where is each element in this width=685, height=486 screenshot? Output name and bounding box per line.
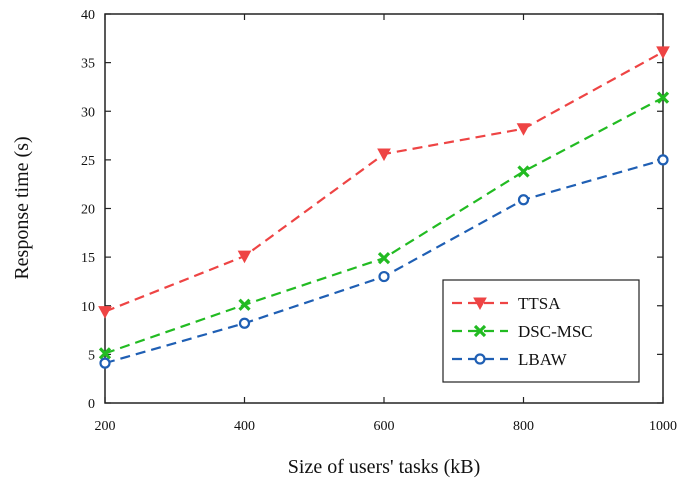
data-point-dsc-msc bbox=[377, 251, 391, 265]
y-tick-label: 35 bbox=[81, 57, 95, 72]
data-point-dsc-msc bbox=[98, 347, 112, 360]
y-axis-title: Response time (s) bbox=[11, 136, 33, 279]
series-ttsa bbox=[98, 46, 670, 319]
legend-item-lbaw: LBAW bbox=[452, 350, 568, 369]
data-point-lbaw bbox=[517, 194, 530, 206]
x-tick-label: 800 bbox=[513, 419, 534, 434]
data-point-dsc-msc bbox=[238, 298, 251, 311]
legend-marker-dsc-msc bbox=[473, 324, 487, 338]
x-tick-label: 200 bbox=[95, 419, 116, 434]
y-tick-label: 15 bbox=[81, 251, 95, 266]
y-tick-label: 25 bbox=[81, 154, 95, 169]
y-tick-label: 20 bbox=[81, 203, 95, 218]
x-tick-label: 400 bbox=[234, 419, 255, 434]
legend-label-lbaw: LBAW bbox=[518, 350, 568, 369]
data-point-dsc-msc bbox=[517, 165, 530, 178]
data-point-ttsa bbox=[377, 148, 391, 162]
y-axis: 0 5 10 15 20 25 30 35 40 bbox=[81, 8, 663, 412]
data-point-lbaw bbox=[238, 317, 251, 329]
series-lbaw bbox=[99, 154, 669, 369]
series-dsc-msc bbox=[98, 91, 670, 360]
legend-item-dsc-msc: DSC-MSC bbox=[452, 322, 593, 341]
data-point-lbaw bbox=[657, 154, 669, 166]
x-axis: 200 400 600 800 1000 bbox=[95, 14, 677, 434]
data-point-ttsa bbox=[656, 46, 670, 59]
y-tick-label: 30 bbox=[81, 105, 95, 120]
legend-marker-ttsa bbox=[473, 297, 487, 311]
series-layer bbox=[98, 46, 670, 369]
y-tick-label: 0 bbox=[88, 397, 95, 412]
data-point-ttsa bbox=[237, 250, 252, 264]
legend-marker-lbaw bbox=[474, 353, 486, 365]
data-point-lbaw bbox=[99, 357, 111, 369]
x-tick-label: 1000 bbox=[649, 419, 677, 434]
y-tick-label: 10 bbox=[81, 300, 95, 315]
data-point-ttsa bbox=[98, 306, 112, 319]
y-tick-label: 5 bbox=[88, 348, 95, 363]
x-axis-title: Size of users' tasks (kB) bbox=[288, 456, 480, 478]
legend-label-ttsa: TTSA bbox=[518, 294, 561, 313]
y-tick-label: 40 bbox=[81, 8, 95, 23]
x-tick-label: 600 bbox=[374, 419, 395, 434]
legend-label-dsc-msc: DSC-MSC bbox=[518, 322, 593, 341]
legend-item-ttsa: TTSA bbox=[452, 294, 561, 313]
data-point-lbaw bbox=[378, 270, 390, 283]
data-point-dsc-msc bbox=[656, 91, 670, 104]
legend: TTSA DSC-MSC LBAW bbox=[442, 279, 640, 383]
data-point-ttsa bbox=[516, 123, 531, 136]
